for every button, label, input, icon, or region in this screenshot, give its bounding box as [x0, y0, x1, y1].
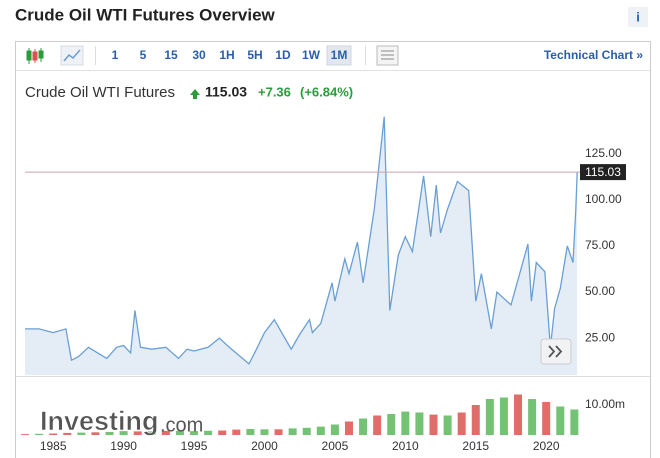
volume-bar [288, 428, 297, 435]
volume-bar [344, 421, 353, 435]
y-tick-label: 125.00 [585, 146, 622, 160]
volume-bar [190, 431, 199, 435]
up-arrow [190, 89, 200, 99]
y-tick-label: 100.00 [585, 192, 622, 206]
volume-bar [246, 429, 255, 435]
y-tick-label: 25.00 [585, 330, 615, 344]
price-area [25, 116, 578, 376]
x-tick-label: 2015 [462, 439, 489, 453]
volume-bar [457, 412, 466, 435]
y-tick-label: 75.00 [585, 238, 615, 252]
scroll-latest-button[interactable] [540, 338, 572, 365]
volume-bar [415, 412, 424, 435]
volume-bar [443, 415, 452, 435]
volume-bar [21, 434, 29, 435]
interval-button[interactable]: 5 [140, 48, 147, 62]
area-icon[interactable] [60, 45, 84, 66]
volume-bar [77, 432, 86, 435]
interval-button[interactable]: 5H [247, 48, 262, 62]
x-tick-label: 2020 [533, 439, 560, 453]
volume-bar [429, 414, 438, 435]
logo: Investing [40, 406, 159, 436]
volume-bar [91, 432, 100, 435]
info-icon[interactable]: i [636, 9, 640, 24]
interval-button[interactable]: 30 [192, 48, 206, 62]
volume-bar [175, 430, 184, 435]
volume-bar [542, 402, 551, 435]
volume-bar [499, 397, 508, 435]
interval-button[interactable]: 1M [331, 48, 348, 62]
volume-bar [49, 433, 58, 435]
interval-button[interactable]: 1W [302, 48, 321, 62]
last-price: 115.03 [205, 84, 247, 100]
x-tick-label: 1990 [110, 439, 137, 453]
volume-bar [316, 426, 325, 435]
price-line [25, 116, 578, 365]
volume-bar [302, 427, 311, 435]
interval-button[interactable]: 1D [275, 48, 291, 62]
price-change-percent: (+6.84%) [300, 84, 353, 99]
info-button[interactable] [628, 7, 648, 27]
interval-active-bg [326, 45, 352, 66]
page-title: Crude Oil WTI Futures Overview [15, 5, 276, 24]
volume-bar [556, 406, 565, 435]
volume-bar [274, 429, 283, 435]
instrument-name: Crude Oil WTI Futures [25, 84, 175, 101]
volume-bar [147, 431, 156, 435]
volume-bar [204, 430, 213, 435]
technical-chart-link[interactable]: Technical Chart » [544, 48, 643, 62]
x-tick-label: 1995 [181, 439, 208, 453]
volume-tick-label: 10.00m [585, 397, 625, 411]
volume-bar [471, 405, 480, 435]
interval-button[interactable]: 1 [112, 48, 119, 62]
y-tick-label: 50.00 [585, 284, 615, 298]
interval-button[interactable]: 1H [219, 48, 234, 62]
x-tick-label: 2000 [251, 439, 278, 453]
logo-suffix: .com [160, 414, 203, 436]
x-tick-label: 1985 [40, 439, 67, 453]
volume-bar [260, 429, 269, 435]
x-tick-label: 2010 [392, 439, 419, 453]
volume-bar [161, 430, 170, 435]
volume-bar [105, 432, 114, 435]
settings-icon-lines [381, 50, 394, 60]
interval-button[interactable]: 15 [164, 48, 178, 62]
volume-bar [528, 399, 537, 435]
volume-bar [232, 429, 241, 435]
scroll-latest-icon [548, 345, 563, 358]
volume-bar [63, 432, 72, 435]
volume-bar [218, 430, 227, 435]
volume-bar [570, 409, 579, 435]
chart-frame [15, 41, 651, 458]
volume-bar [401, 411, 410, 435]
volume-bar [514, 394, 523, 435]
volume-bar [133, 431, 142, 435]
last-price-axis-label: 115.03 [585, 165, 621, 179]
volume-bar [485, 399, 494, 435]
last-price-box [580, 164, 626, 181]
volume-bar [35, 433, 44, 435]
volume-bar [387, 414, 396, 435]
price-change: +7.36 [258, 84, 291, 99]
volume-bar [359, 418, 368, 435]
candle-icon[interactable] [26, 48, 44, 64]
volume-bar [330, 424, 339, 435]
volume-bar [373, 415, 382, 435]
volume-bar [119, 431, 128, 435]
x-tick-label: 2005 [322, 439, 349, 453]
area-icon-line [63, 49, 81, 62]
